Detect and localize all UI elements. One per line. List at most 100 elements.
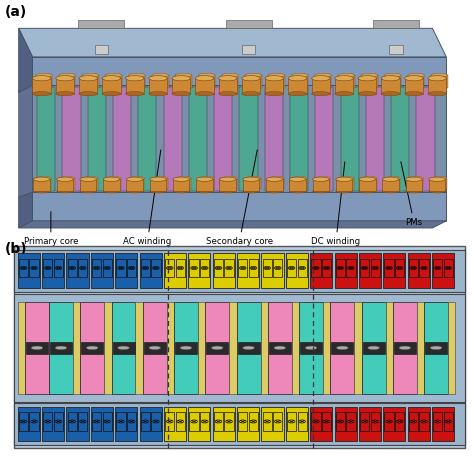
Bar: [222, 75, 238, 89]
Bar: [206, 342, 228, 354]
Bar: [408, 407, 430, 441]
Bar: [36, 75, 52, 89]
Ellipse shape: [336, 189, 352, 193]
Bar: [288, 78, 307, 94]
Bar: [25, 302, 49, 393]
Ellipse shape: [428, 91, 447, 96]
Bar: [82, 75, 99, 89]
Bar: [359, 179, 375, 191]
Ellipse shape: [289, 189, 306, 193]
Bar: [176, 259, 185, 277]
Bar: [141, 412, 150, 431]
Bar: [91, 253, 113, 288]
Ellipse shape: [106, 73, 122, 78]
Bar: [198, 302, 205, 393]
Bar: [150, 179, 166, 191]
Text: DC winding: DC winding: [311, 162, 361, 246]
Bar: [153, 178, 168, 189]
Ellipse shape: [60, 176, 74, 180]
Bar: [292, 178, 307, 189]
Text: Primary core: Primary core: [24, 212, 78, 246]
Bar: [127, 259, 136, 277]
Bar: [189, 86, 207, 191]
Bar: [432, 253, 454, 288]
Bar: [312, 179, 329, 191]
Bar: [205, 302, 229, 393]
Bar: [42, 253, 64, 288]
Bar: [63, 86, 81, 191]
Ellipse shape: [335, 91, 353, 96]
Bar: [214, 259, 223, 277]
Bar: [129, 75, 145, 89]
Bar: [237, 342, 260, 354]
Ellipse shape: [359, 177, 375, 181]
Bar: [229, 302, 237, 393]
Ellipse shape: [80, 189, 97, 193]
Bar: [81, 342, 103, 354]
Bar: [29, 259, 39, 277]
Bar: [32, 192, 446, 221]
Bar: [237, 407, 259, 441]
Bar: [113, 86, 131, 191]
Bar: [226, 20, 272, 28]
Ellipse shape: [428, 75, 447, 81]
Bar: [18, 253, 40, 288]
Text: (b): (b): [5, 242, 27, 256]
Ellipse shape: [211, 346, 223, 350]
Ellipse shape: [196, 177, 213, 181]
Bar: [138, 86, 156, 191]
Bar: [384, 75, 401, 89]
Bar: [371, 259, 380, 277]
Bar: [175, 342, 197, 354]
Bar: [79, 20, 124, 28]
Bar: [115, 253, 137, 288]
Bar: [176, 412, 185, 431]
Bar: [432, 178, 447, 189]
Polygon shape: [18, 192, 32, 228]
Ellipse shape: [219, 189, 236, 193]
Bar: [340, 86, 359, 191]
Bar: [384, 412, 393, 431]
Bar: [196, 179, 213, 191]
Ellipse shape: [312, 177, 329, 181]
Bar: [419, 259, 428, 277]
Ellipse shape: [57, 177, 73, 181]
Ellipse shape: [266, 177, 283, 181]
Bar: [165, 259, 174, 277]
Bar: [126, 78, 144, 94]
Bar: [362, 302, 385, 393]
Bar: [19, 412, 28, 431]
Ellipse shape: [266, 189, 283, 193]
Ellipse shape: [55, 346, 67, 350]
Bar: [14, 403, 465, 445]
Ellipse shape: [246, 176, 261, 180]
Bar: [172, 78, 191, 94]
Bar: [265, 78, 283, 94]
Bar: [266, 179, 283, 191]
Ellipse shape: [219, 177, 236, 181]
Ellipse shape: [338, 73, 355, 78]
Ellipse shape: [305, 346, 317, 350]
Bar: [14, 294, 465, 402]
Bar: [269, 178, 284, 189]
Ellipse shape: [223, 176, 237, 180]
Bar: [391, 86, 410, 191]
Polygon shape: [18, 221, 446, 228]
Bar: [300, 342, 322, 354]
Bar: [424, 302, 448, 393]
Ellipse shape: [172, 91, 191, 96]
Bar: [111, 302, 136, 393]
Ellipse shape: [102, 75, 121, 81]
Ellipse shape: [59, 73, 75, 78]
Bar: [373, 20, 419, 28]
Bar: [42, 407, 64, 441]
Bar: [173, 179, 190, 191]
Ellipse shape: [222, 73, 238, 78]
Text: PMs: PMs: [401, 162, 423, 228]
Bar: [409, 178, 423, 189]
Bar: [433, 259, 442, 277]
Ellipse shape: [195, 91, 214, 96]
Bar: [355, 302, 362, 393]
Ellipse shape: [150, 189, 166, 193]
Ellipse shape: [118, 346, 129, 350]
